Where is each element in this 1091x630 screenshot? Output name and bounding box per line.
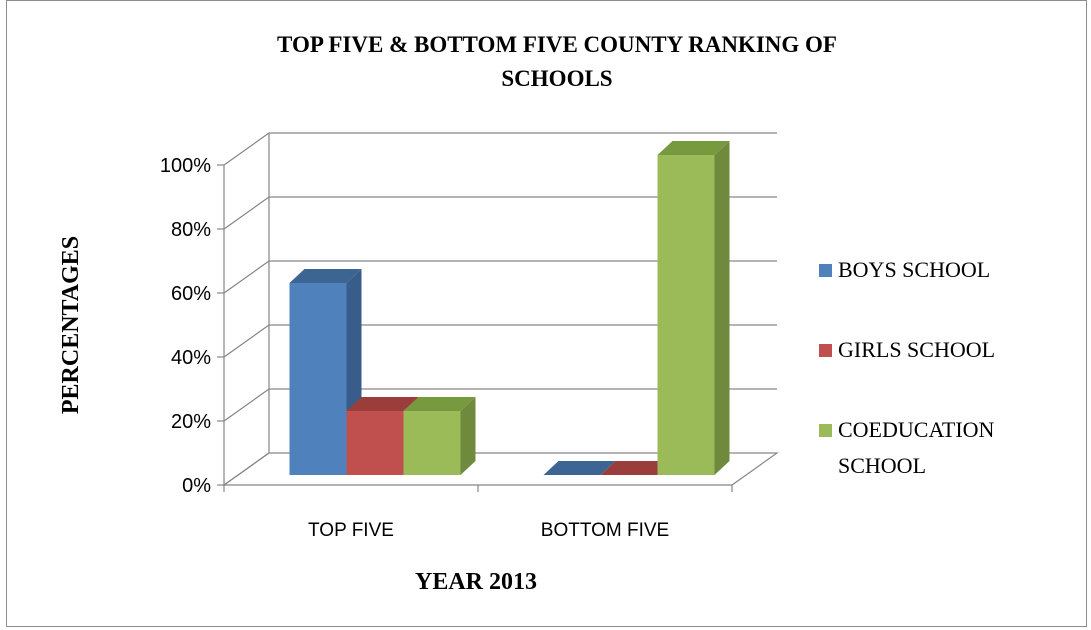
bar-side bbox=[460, 397, 476, 475]
y-tick-label: 60% bbox=[171, 283, 211, 305]
x-axis-title: YEAR 2013 bbox=[415, 569, 537, 595]
legend-item: GIRLS SCHOOL bbox=[819, 337, 995, 362]
y-tick-label: 40% bbox=[171, 347, 211, 369]
bar-side bbox=[714, 141, 730, 475]
bar bbox=[600, 461, 673, 475]
bar-front bbox=[289, 283, 347, 475]
legend-label: SCHOOL bbox=[838, 453, 926, 478]
x-tick-label: TOP FIVE bbox=[308, 520, 394, 541]
chart-title-line-1: TOP FIVE & BOTTOM FIVE COUNTY RANKING OF bbox=[277, 32, 837, 57]
bars bbox=[289, 141, 730, 475]
chart-title: TOP FIVE & BOTTOM FIVE COUNTY RANKING OF… bbox=[277, 32, 837, 91]
legend-label: BOYS SCHOOL bbox=[838, 257, 990, 282]
side-wall-gridline bbox=[223, 324, 270, 358]
chart-floor bbox=[222, 452, 779, 486]
bar-front bbox=[657, 155, 715, 475]
x-axis: TOP FIVE BOTTOM FIVE bbox=[223, 485, 733, 541]
legend-swatch bbox=[819, 264, 832, 277]
y-axis: 0% 20% 40% 60% 80% 100% bbox=[160, 155, 225, 497]
side-wall-gridline bbox=[223, 388, 270, 422]
y-tick-label: 100% bbox=[160, 155, 211, 177]
chart-title-line-2: SCHOOLS bbox=[501, 66, 612, 91]
legend-item: BOYS SCHOOL bbox=[819, 257, 990, 282]
bar bbox=[543, 461, 616, 475]
y-tick-label: 0% bbox=[182, 475, 211, 497]
bar-top bbox=[600, 461, 673, 475]
chart-frame bbox=[6, 0, 1087, 627]
x-tick-label: BOTTOM FIVE bbox=[541, 520, 669, 541]
y-tick-label: 80% bbox=[171, 219, 211, 241]
legend: BOYS SCHOOL GIRLS SCHOOL COEDUCATION SCHOOL bbox=[819, 257, 995, 478]
legend-swatch bbox=[819, 344, 832, 357]
bar bbox=[403, 397, 476, 475]
bar-front bbox=[346, 411, 404, 475]
bar bbox=[289, 269, 362, 475]
bar-front bbox=[403, 411, 461, 475]
legend-swatch bbox=[819, 424, 832, 437]
legend-label: COEDUCATION bbox=[838, 417, 995, 442]
y-axis-title: PERCENTAGES bbox=[58, 236, 84, 414]
bar-top bbox=[403, 397, 476, 411]
bar-top bbox=[543, 461, 616, 475]
side-wall-gridline bbox=[223, 132, 270, 166]
bar-top bbox=[657, 141, 730, 155]
bar-top bbox=[346, 397, 419, 411]
legend-label: GIRLS SCHOOL bbox=[838, 337, 995, 362]
legend-item: COEDUCATION SCHOOL bbox=[819, 417, 995, 478]
side-wall-gridline bbox=[223, 196, 270, 230]
bar-top bbox=[289, 269, 362, 283]
bar bbox=[657, 141, 730, 475]
y-tick-label: 20% bbox=[171, 411, 211, 433]
side-wall-gridline bbox=[223, 260, 270, 294]
